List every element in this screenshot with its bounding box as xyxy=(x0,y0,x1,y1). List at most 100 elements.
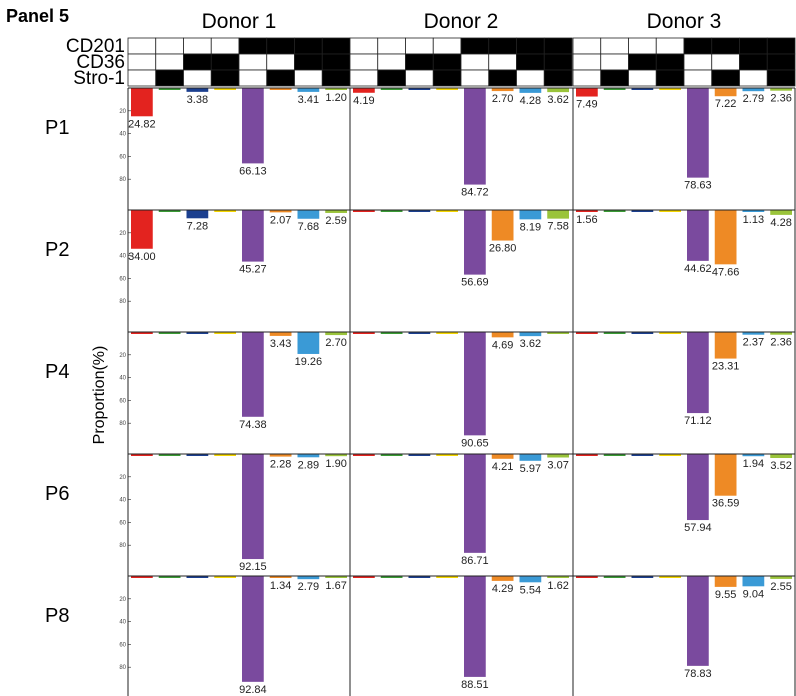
marker-cell xyxy=(155,53,184,71)
marker-cell xyxy=(155,69,184,87)
bar xyxy=(436,454,458,456)
data-label: 92.15 xyxy=(239,561,267,573)
bar xyxy=(380,210,403,212)
marker-cell xyxy=(683,37,713,55)
data-label: 4.28 xyxy=(520,95,541,107)
bar xyxy=(186,576,209,578)
data-label: 19.26 xyxy=(295,356,323,368)
bar xyxy=(547,454,569,458)
data-label: 71.12 xyxy=(684,415,712,427)
passage-label: P2 xyxy=(45,239,69,261)
data-label: 7.22 xyxy=(715,98,736,110)
data-label: 5.54 xyxy=(520,584,541,596)
data-label: 2.36 xyxy=(770,93,791,105)
data-label: 1.94 xyxy=(743,458,764,470)
data-label: 1.34 xyxy=(270,580,291,592)
bar xyxy=(659,454,681,456)
marker-label: CD36 xyxy=(76,52,125,73)
bar xyxy=(242,576,264,682)
marker-cell xyxy=(766,37,796,55)
passage-label: P1 xyxy=(45,117,69,139)
bar xyxy=(269,454,292,457)
tick-label: 20 xyxy=(119,231,126,237)
data-label: 78.63 xyxy=(684,180,712,192)
marker-cell xyxy=(210,53,240,71)
marker-cell xyxy=(266,37,295,55)
marker-cell xyxy=(766,69,796,87)
bar xyxy=(353,88,375,93)
marker-cell xyxy=(739,53,768,71)
data-label: 2.79 xyxy=(298,581,319,593)
data-label: 7.68 xyxy=(298,221,319,233)
bar xyxy=(659,332,681,334)
data-label: 1.56 xyxy=(576,214,597,226)
data-label: 92.84 xyxy=(239,684,267,696)
marker-cell xyxy=(711,53,740,71)
tick-label: 60 xyxy=(119,398,126,404)
donor-title: Donor 3 xyxy=(647,10,722,33)
tick-label: 40 xyxy=(119,376,126,382)
bar xyxy=(269,332,292,336)
data-label: 57.94 xyxy=(684,522,712,534)
data-label: 1.67 xyxy=(325,580,346,592)
bar xyxy=(297,88,320,92)
bar xyxy=(408,332,431,334)
data-label: 74.38 xyxy=(239,419,267,431)
bar xyxy=(742,576,765,587)
data-label: 3.62 xyxy=(520,338,541,350)
bar xyxy=(186,210,209,219)
bar xyxy=(687,210,709,261)
marker-cell xyxy=(600,37,629,55)
bar xyxy=(214,332,236,334)
data-label: 23.31 xyxy=(712,361,740,373)
marker-cell xyxy=(238,53,268,71)
marker-cell xyxy=(349,37,379,55)
marker-cell xyxy=(711,69,740,87)
bar xyxy=(325,454,347,457)
bars-layer: 24.82 3.38 66.13 3.41 1.20 4.19 84.72 2.70 4.28 3… xyxy=(128,88,792,696)
data-label: 66.13 xyxy=(239,165,267,177)
marker-cell xyxy=(488,53,517,71)
data-label: 7.49 xyxy=(576,99,597,111)
bar xyxy=(687,332,709,414)
bar xyxy=(687,88,709,178)
data-label: 1.13 xyxy=(743,214,764,226)
bar xyxy=(659,210,681,212)
marker-cell xyxy=(572,53,602,71)
bar xyxy=(436,332,458,334)
marker-cell xyxy=(155,37,184,55)
bar xyxy=(519,210,542,220)
data-label: 2.79 xyxy=(743,93,764,105)
marker-label: CD201 xyxy=(66,36,125,57)
marker-cell xyxy=(183,37,212,55)
marker-cell xyxy=(711,37,740,55)
bar xyxy=(603,88,626,90)
marker-cell xyxy=(294,69,323,87)
marker-cell xyxy=(238,69,268,87)
marker-cell xyxy=(516,37,545,55)
data-label: 2.89 xyxy=(298,459,319,471)
bar xyxy=(714,210,737,265)
bar xyxy=(547,576,569,578)
bar xyxy=(408,454,431,456)
bar xyxy=(742,454,765,457)
bar xyxy=(380,576,403,578)
tick-label: 60 xyxy=(119,276,126,282)
bar xyxy=(547,88,569,93)
marker-cell xyxy=(516,53,545,71)
bar xyxy=(659,88,681,90)
bar xyxy=(687,576,709,666)
bar xyxy=(297,332,320,354)
marker-cell xyxy=(628,53,657,71)
bar xyxy=(547,332,569,334)
bar xyxy=(242,454,264,560)
bar xyxy=(714,454,737,496)
bar xyxy=(297,576,320,580)
bar xyxy=(714,332,737,359)
bar xyxy=(714,576,737,587)
marker-cell xyxy=(405,53,434,71)
bar xyxy=(519,332,542,337)
data-label: 2.70 xyxy=(492,93,513,105)
